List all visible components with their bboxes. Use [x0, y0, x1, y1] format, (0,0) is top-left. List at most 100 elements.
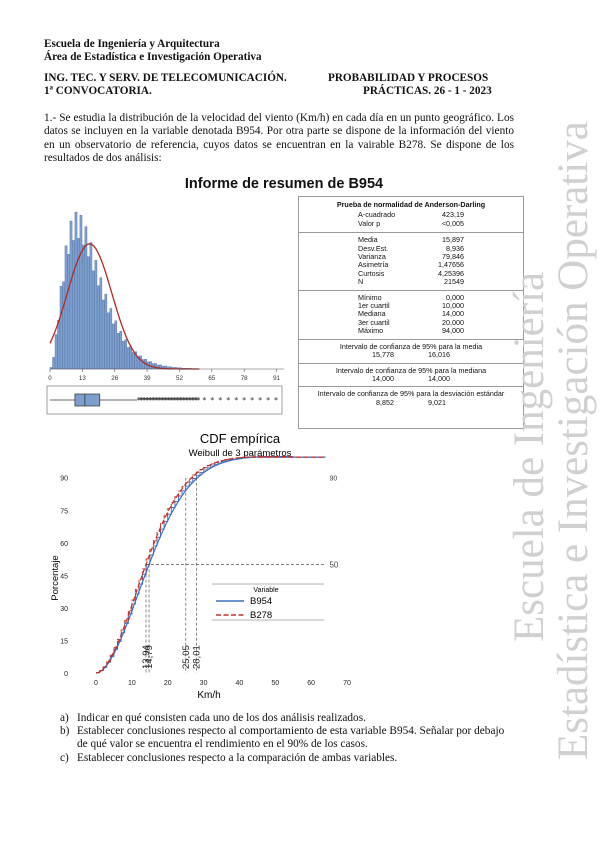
- outlier-marker: *: [155, 396, 159, 405]
- question-letter: c): [60, 751, 69, 764]
- cdf-curve-b954: [95, 456, 326, 674]
- cdf-curve-b278: [95, 456, 326, 674]
- histogram-tick-label: 39: [144, 375, 151, 382]
- cdf-x-tick-label: 20: [164, 680, 172, 687]
- question-item: a) Indicar en qué consisten cada uno de l…: [60, 712, 516, 725]
- cdf-y-tick-label: 15: [60, 638, 68, 645]
- histogram-bar: [64, 245, 68, 370]
- histogram-bar: [131, 352, 135, 370]
- outlier-marker: *: [196, 396, 200, 405]
- stat-label: Mediana: [358, 309, 386, 319]
- reference-label-90: 90: [329, 476, 337, 483]
- summary-title: Informe de resumen de B954: [184, 176, 384, 192]
- outlier-marker: *: [266, 396, 270, 405]
- summary-report: Informe de resumen de B954 0 13 26 39 52 65 78…: [44, 168, 524, 429]
- histogram-bar: [54, 334, 58, 370]
- outlier-marker: *: [138, 396, 142, 405]
- outlier-marker: *: [171, 396, 175, 405]
- histogram-bar: [122, 340, 125, 370]
- histogram-tick-label: 78: [241, 375, 248, 382]
- outlier-marker: *: [210, 396, 214, 405]
- school-name: Escuela de Ingeniería y Arquitectura: [44, 38, 220, 50]
- cdf-x-tick-label: 60: [307, 680, 315, 687]
- question-list: a) Indicar en qué consisten cada uno de l…: [60, 712, 516, 765]
- ci-sd-title: Intervalo de confianza de 95% para la de…: [317, 389, 505, 399]
- ci-mean-section: Intervalo de confianza de 95% para la me…: [299, 338, 523, 363]
- outlier-marker: *: [161, 396, 165, 405]
- ci-upper: 16,016: [428, 350, 450, 360]
- histogram-bar: [117, 333, 120, 370]
- outlier-marker: *: [181, 396, 185, 405]
- ci-median-title: Intervalo de confianza de 95% para la me…: [335, 365, 487, 375]
- cdf-y-tick-label: 0: [64, 671, 68, 678]
- outlier-marker: *: [192, 396, 196, 405]
- histogram-bar: [79, 215, 83, 370]
- histogram-bar: [107, 312, 110, 370]
- outlier-marker: *: [169, 396, 173, 405]
- cdf-subtitle: Weibull de 3 parámetros: [189, 448, 292, 459]
- cdf-chart: CDF empírica Weibull de 3 parámetros 0 10…: [50, 431, 351, 701]
- ci-lower: 8,852: [376, 397, 394, 407]
- histogram-bar: [114, 320, 118, 370]
- outlier-marker: *: [152, 396, 156, 405]
- histogram-bar: [52, 357, 55, 370]
- histogram-bar: [97, 285, 100, 370]
- ci-lower: 15,778: [372, 350, 394, 360]
- outlier-marker: *: [174, 396, 178, 405]
- outlier-marker: *: [158, 396, 162, 405]
- cdf-legend: Variable B954 B278: [212, 583, 324, 621]
- problem-statement: 1.- Se estudia la distribución de la vel…: [44, 112, 514, 165]
- exam-call: 1ª CONVOCATORIA.: [44, 85, 152, 97]
- histogram-tick-label: 13: [79, 375, 86, 382]
- stat-value: 15,897: [442, 235, 464, 245]
- stat-label: Desv.Est.: [358, 243, 389, 253]
- stat-value: 423,19: [442, 210, 464, 220]
- ad-test-title: Prueba de normalidad de Anderson-Darling: [336, 200, 486, 209]
- outlier-marker: *: [149, 396, 153, 405]
- ad-row: A-cuadrado 423,19: [299, 210, 523, 220]
- cdf-x-tick-label: 40: [236, 680, 244, 687]
- question-text: Establecer conclusiones respecto a la co…: [77, 751, 398, 764]
- cdf-x-tick-label: 70: [343, 680, 351, 687]
- annotation-label: 13,94: [141, 645, 152, 669]
- outlier-marker: *: [274, 396, 278, 405]
- stat-label: Valor p: [358, 218, 381, 228]
- histogram-bar: [89, 242, 93, 370]
- annotation-label: 25,05: [181, 645, 192, 669]
- stat-value: 0,000: [446, 292, 464, 302]
- stat-label: Varianza: [358, 252, 386, 262]
- watermark-line-2: Estadística e Investigación Operativa: [550, 121, 597, 760]
- histogram-bar: [74, 211, 78, 370]
- histogram-bar: [59, 286, 63, 370]
- histogram-bars: [49, 211, 200, 370]
- outlier-marker: *: [218, 396, 222, 405]
- ci-sd-section: Intervalo de confianza de 95% para la de…: [299, 386, 523, 410]
- cdf-x-tick-label: 10: [128, 680, 136, 687]
- histogram-bar: [94, 260, 98, 370]
- histogram-bar: [84, 226, 88, 370]
- cdf-y-tick-label: 60: [60, 541, 68, 548]
- histogram-bar: [87, 256, 90, 370]
- histogram-ticks: 0 13 26 39 52 65 78 91: [48, 369, 281, 382]
- stat-value: <0,005: [441, 218, 464, 228]
- cdf-series: [95, 455, 326, 674]
- stat-value: 79,846: [442, 252, 464, 262]
- ci-median-section: Intervalo de confianza de 95% para la me…: [299, 362, 523, 387]
- outlier-marker: *: [159, 396, 163, 405]
- outlier-marker: *: [147, 396, 151, 405]
- stat-label: Asimetría: [358, 260, 389, 270]
- outlier-marker: *: [140, 396, 144, 405]
- degree-name: ING. TEC. Y SERV. DE TELECOMUNICACIÓN.: [44, 72, 287, 84]
- outlier-marker: *: [195, 396, 199, 405]
- moments-section: Media 15,897 Desv.Est. 8,936 Varianza 79,84…: [299, 232, 523, 289]
- outlier-marker: *: [153, 396, 157, 405]
- legend-label: B954: [250, 596, 272, 607]
- ci-mean-title: Intervalo de confianza de 95% para la me…: [339, 341, 483, 351]
- ci-upper: 14,000: [428, 373, 450, 383]
- quantiles-section: Mínimo 0,000 1er cuartil 10,000 Mediana 14,…: [299, 289, 523, 339]
- boxplot-box: [74, 393, 101, 407]
- annotation-label: 28,01: [191, 645, 202, 669]
- stat-label: Mínimo: [358, 292, 382, 302]
- histogram-bar: [119, 330, 123, 370]
